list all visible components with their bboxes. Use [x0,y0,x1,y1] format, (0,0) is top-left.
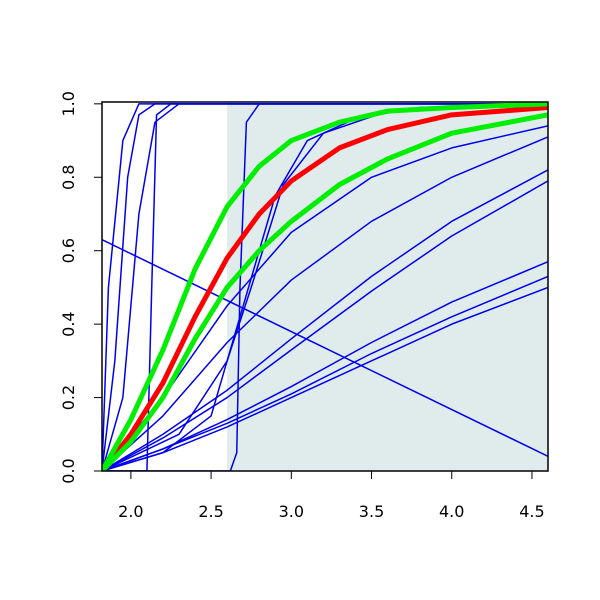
curve [102,169,548,471]
curve [102,180,548,471]
curve [102,286,548,471]
y-tick-label: 0.6 [59,238,78,263]
y-tick-label: 0.0 [59,458,78,483]
shaded-band [227,102,548,471]
x-tick-label: 2.5 [198,502,223,521]
x-tick-label: 2.0 [118,502,143,521]
curve [102,112,548,471]
curve [102,103,548,471]
curve [102,239,548,457]
y-tick-label: 1.0 [59,91,78,116]
curve [102,105,548,471]
curve [102,275,548,471]
x-tick-label: 3.0 [279,502,304,521]
curve [102,103,548,471]
x-tick-label: 4.5 [519,502,544,521]
y-tick-label: 0.2 [59,385,78,410]
x-tick-label: 4.0 [439,502,464,521]
plot-area [102,102,548,471]
plot-frame [101,101,549,472]
y-tick-label: 0.4 [59,311,78,336]
curve [102,102,548,471]
y-tick-label: 0.8 [59,165,78,190]
x-tick-label: 3.5 [359,502,384,521]
curve [102,136,548,471]
